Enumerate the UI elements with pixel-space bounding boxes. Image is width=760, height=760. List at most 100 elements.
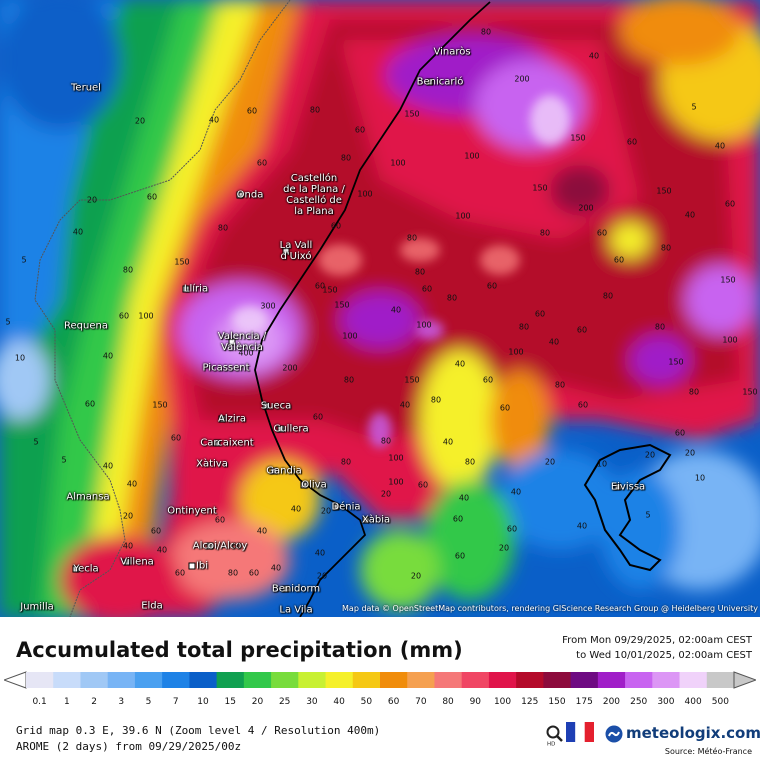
scale-tick-label: 80 [442, 697, 454, 707]
city-label: Sueca [260, 400, 292, 412]
isoline-value: 80 [217, 223, 229, 233]
city-label: Elda [141, 600, 163, 612]
isoline-value: 5 [61, 455, 67, 465]
isoline-value: 400 [238, 348, 254, 358]
scale-tick-label: 400 [684, 697, 702, 707]
isoline-value: 150 [720, 275, 736, 285]
scale-tick-label: 15 [224, 697, 236, 707]
grid-info: Grid map 0.3 E, 39.6 N (Zoom level 4 / R… [16, 724, 381, 737]
isoline-value: 80 [688, 387, 700, 397]
city-label: Alcoi/Alcoy [192, 540, 248, 552]
isoline-value: 80 [446, 293, 458, 303]
scale-tick-label: 70 [415, 697, 427, 707]
scale-swatch [352, 672, 381, 688]
scale-swatch [488, 672, 517, 688]
scale-swatch [134, 672, 163, 688]
isoline-value: 80 [430, 395, 442, 405]
isoline-value: 100 [464, 151, 480, 161]
city-marker [332, 503, 340, 511]
isoline-value: 80 [122, 265, 134, 275]
period-from: From Mon 09/29/2025, 02:00am CEST [562, 635, 752, 646]
isoline-value: 40 [290, 504, 302, 514]
isoline-value: 80 [464, 457, 476, 467]
isoline-value: 60 [421, 284, 433, 294]
isoline-value: 80 [660, 243, 672, 253]
precipitation-map[interactable]: Teruel Vinaròs Benicarló Castellón de la Pl… [0, 0, 760, 617]
scale-swatch [380, 672, 408, 688]
scale-swatch [216, 672, 245, 688]
scale-swatch [434, 672, 463, 688]
magnifier-hd-icon[interactable]: HD [545, 724, 565, 746]
scale-tick-label: 10 [197, 697, 209, 707]
isoline-value: 40 [270, 563, 282, 573]
scale-swatch [325, 672, 354, 688]
city-marker [362, 516, 370, 524]
isoline-value: 60 [248, 568, 260, 578]
scale-swatch [516, 672, 544, 688]
isoline-value: 80 [554, 380, 566, 390]
isoline-value: 60 [452, 514, 464, 524]
isoline-value: 200 [282, 363, 298, 373]
isoline-value: 60 [118, 311, 130, 321]
isoline-value: 5 [5, 317, 11, 327]
scale-swatch [162, 672, 190, 688]
isoline-value: 20 [134, 116, 146, 126]
isoline-value: 60 [613, 255, 625, 265]
isoline-value: 60 [454, 551, 466, 561]
scale-swatch [407, 672, 435, 688]
isoline-value: 40 [576, 521, 588, 531]
isoline-value: 100 [388, 453, 404, 463]
city-label: Xàbia [361, 514, 391, 526]
scale-tick-label: 3 [118, 697, 125, 707]
isoline-value: 80 [602, 291, 614, 301]
isoline-value: 40 [156, 545, 168, 555]
isoline-value: 40 [314, 548, 326, 558]
isoline-value: 80 [343, 375, 355, 385]
city-label: La Vall d'Uixó [279, 240, 313, 262]
scale-tick-label: 250 [630, 697, 648, 707]
scale-swatch [189, 672, 218, 688]
scale-tick-label: 20 [251, 697, 264, 707]
scale-tick-label: 0.1 [32, 697, 47, 707]
isoline-value: 40 [588, 51, 600, 61]
isoline-value: 60 [330, 221, 342, 231]
isoline-value: 20 [320, 506, 332, 516]
isoline-value: 40 [454, 359, 466, 369]
isoline-value: 40 [510, 487, 522, 497]
isoline-value: 80 [340, 153, 352, 163]
scale-swatch [107, 672, 136, 688]
scale-swatch [243, 672, 272, 688]
scale-swatch [461, 672, 490, 688]
isoline-value: 60 [170, 433, 182, 443]
isoline-value: 40 [390, 305, 402, 315]
city-label: Ibi [195, 560, 209, 572]
scale-tick-label: 200 [602, 697, 621, 707]
city-label: Oliva [301, 479, 327, 491]
isoline-value: 20 [644, 450, 656, 460]
scale-tick-label: 60 [387, 697, 400, 707]
scale-tick-label: 100 [493, 697, 512, 707]
city-marker [282, 585, 290, 593]
isoline-value: 100 [722, 335, 738, 345]
scale-arrow-left [4, 671, 27, 689]
france-flag-icon[interactable] [566, 722, 594, 742]
scale-tick-label: 1 [63, 697, 70, 707]
isoline-value: 60 [246, 106, 258, 116]
scale-tick-label: 150 [548, 697, 566, 707]
period-to: to Wed 10/01/2025, 02:00am CEST [576, 650, 752, 661]
scale-tick-label: 2 [91, 697, 97, 707]
isoline-value: 40 [714, 141, 726, 151]
isoline-value: 150 [570, 133, 586, 143]
city-label: Dénia [331, 501, 361, 513]
legend-panel [0, 617, 760, 760]
scale-tick-label: 40 [333, 697, 345, 707]
scale-swatch [597, 672, 626, 688]
isoline-value: 80 [518, 322, 530, 332]
brand-name[interactable]: meteologix.com [626, 724, 760, 742]
color-scale-bar [4, 671, 756, 689]
city-label: Vinaròs [433, 46, 471, 58]
isoline-value: 40 [208, 115, 220, 125]
isoline-value: 80 [227, 568, 239, 578]
city-marker [182, 285, 190, 293]
city-marker [282, 247, 290, 255]
